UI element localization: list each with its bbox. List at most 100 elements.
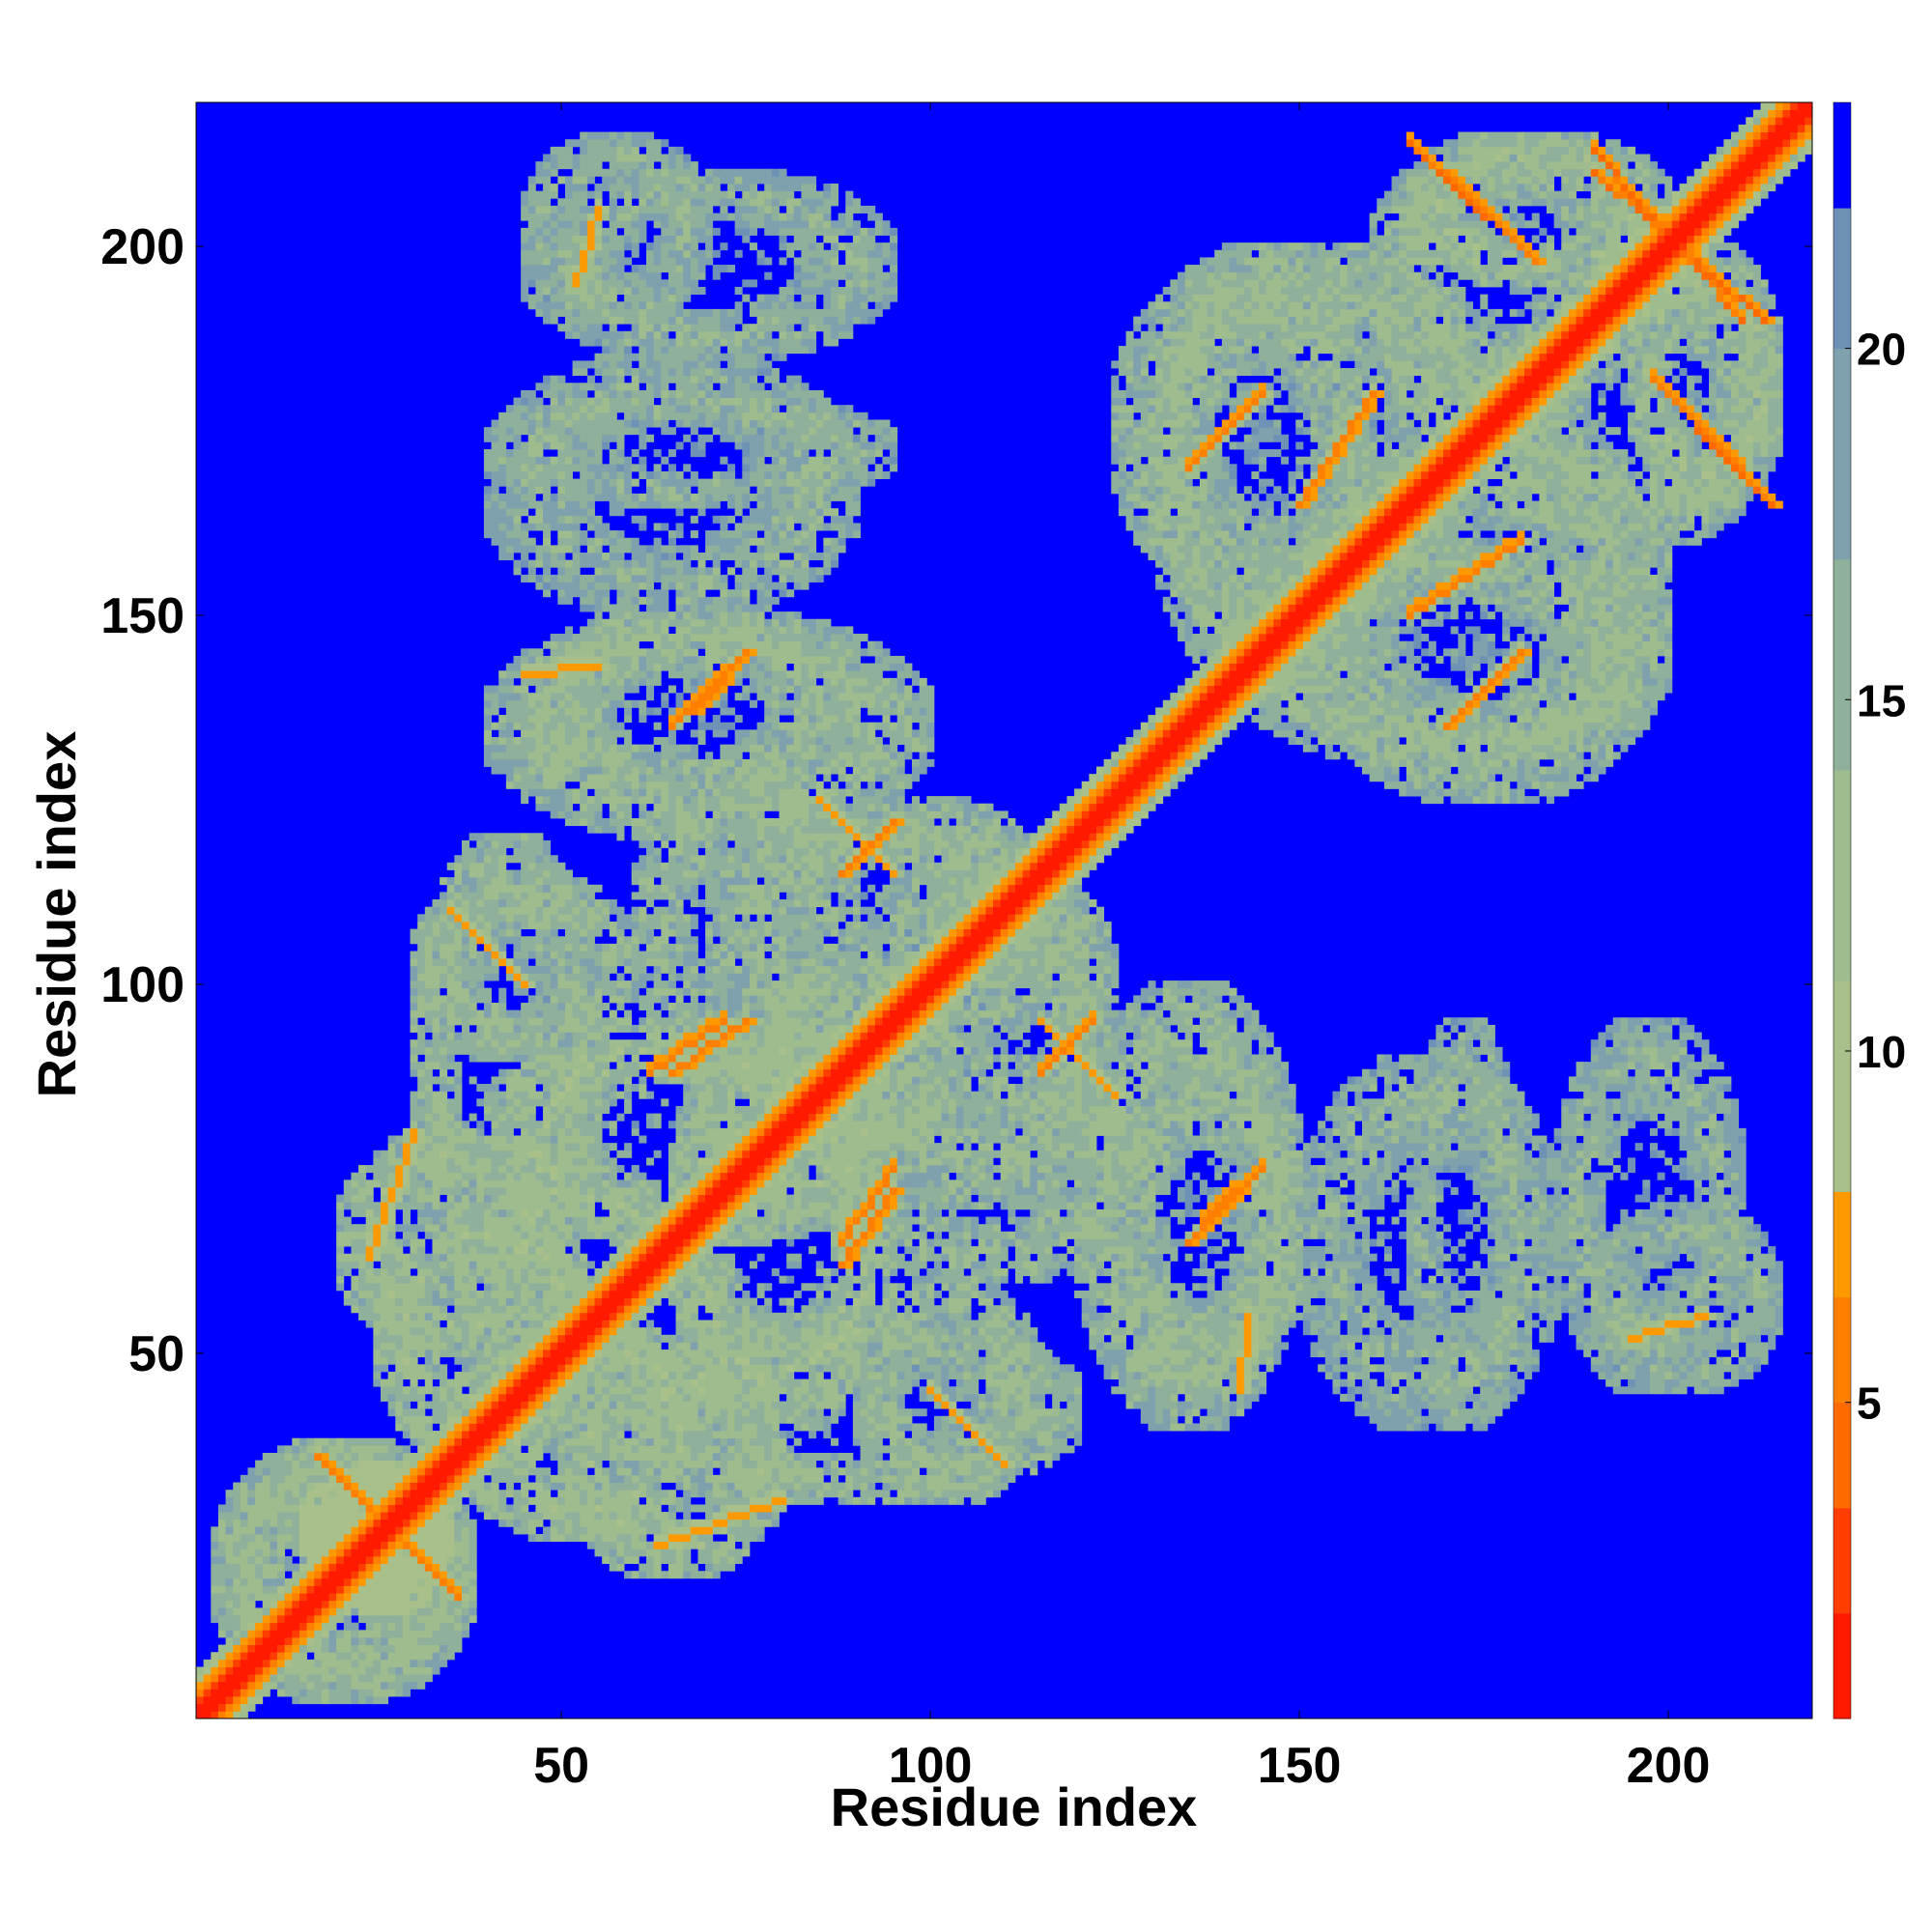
- heatmap-cell: [299, 1645, 307, 1653]
- heatmap-cell: [535, 1010, 543, 1018]
- heatmap-cell: [388, 1143, 396, 1151]
- heatmap-cell: [565, 1475, 573, 1483]
- heatmap-cell: [388, 1217, 396, 1225]
- heatmap-cell: [551, 441, 558, 449]
- heatmap-cell: [551, 1238, 558, 1246]
- heatmap-cell: [211, 1667, 218, 1675]
- heatmap-cell: [535, 1335, 543, 1343]
- heatmap-cell: [506, 833, 514, 840]
- heatmap-cell: [403, 1578, 411, 1586]
- heatmap-cell: [616, 1542, 624, 1549]
- heatmap-cell: [381, 1246, 388, 1254]
- heatmap-cell: [373, 1173, 381, 1180]
- heatmap-cell: [498, 516, 506, 524]
- heatmap-cell: [476, 1416, 484, 1424]
- heatmap-cell: [462, 1526, 469, 1534]
- heatmap-cell: [395, 1630, 403, 1637]
- heatmap-cell: [388, 1660, 396, 1667]
- heatmap-cell: [432, 1313, 440, 1321]
- heatmap-cell: [543, 1062, 551, 1069]
- heatmap-cell: [469, 863, 477, 870]
- heatmap-cell: [616, 626, 624, 634]
- heatmap-cell: [432, 1114, 440, 1122]
- heatmap-cell: [454, 863, 462, 870]
- heatmap-cell: [322, 1534, 329, 1542]
- heatmap-cell: [551, 419, 558, 427]
- heatmap-cell: [513, 1173, 521, 1180]
- heatmap-cell: [285, 1601, 293, 1608]
- heatmap-cell: [381, 1542, 388, 1549]
- heatmap-cell: [535, 1261, 543, 1268]
- heatmap-cell: [587, 700, 595, 708]
- heatmap-cell: [498, 1512, 506, 1520]
- heatmap-cell: [557, 958, 565, 966]
- heatmap-cell: [610, 250, 617, 258]
- heatmap-cell: [573, 1195, 581, 1203]
- heatmap-cell: [381, 1151, 388, 1158]
- heatmap-cell: [411, 1276, 418, 1284]
- heatmap-cell: [469, 1526, 477, 1534]
- heatmap-cell: [344, 1187, 352, 1195]
- heatmap-cell: [595, 1283, 603, 1291]
- heatmap-cell: [417, 1062, 425, 1069]
- heatmap-cell: [595, 1157, 603, 1165]
- heatmap-cell: [513, 1520, 521, 1527]
- heatmap-cell: [469, 1372, 477, 1379]
- heatmap-cell: [411, 1467, 418, 1475]
- heatmap-cell: [336, 1261, 344, 1268]
- heatmap-cell: [602, 301, 610, 309]
- heatmap-cell: [218, 1601, 226, 1608]
- heatmap-cell: [557, 1261, 565, 1268]
- heatmap-cell: [492, 914, 499, 922]
- heatmap-cell: [573, 929, 581, 937]
- heatmap-cell: [573, 693, 581, 700]
- heatmap-cell: [521, 508, 528, 516]
- heatmap-cell: [580, 973, 587, 980]
- heatmap-cell: [447, 1438, 455, 1446]
- heatmap-cell: [447, 877, 455, 885]
- heatmap-cell: [587, 1291, 595, 1298]
- heatmap-cell: [573, 198, 581, 206]
- heatmap-cell: [469, 1010, 477, 1018]
- heatmap-cell: [616, 781, 624, 789]
- heatmap-cell: [299, 1696, 307, 1704]
- heatmap-cell: [358, 1645, 366, 1653]
- heatmap-cell: [513, 1121, 521, 1128]
- heatmap-cell: [476, 922, 484, 929]
- heatmap-cell: [247, 1601, 255, 1608]
- heatmap-cell: [557, 1121, 565, 1128]
- heatmap-cell: [616, 1467, 624, 1475]
- heatmap-cell: [506, 1033, 514, 1040]
- heatmap-cell: [565, 664, 573, 671]
- heatmap-cell: [616, 670, 624, 678]
- heatmap-cell: [616, 1461, 624, 1468]
- heatmap-cell: [580, 191, 587, 199]
- heatmap-cell: [602, 427, 610, 435]
- heatmap-cell: [366, 1652, 374, 1660]
- heatmap-cell: [528, 471, 536, 479]
- heatmap-cell: [535, 781, 543, 789]
- heatmap-cell: [573, 1313, 581, 1321]
- heatmap-cell: [417, 1047, 425, 1055]
- heatmap-cell: [432, 1593, 440, 1601]
- heatmap-cell: [521, 1238, 528, 1246]
- heatmap-cell: [602, 1054, 610, 1062]
- heatmap-cell: [358, 1165, 366, 1173]
- heatmap-cell: [610, 670, 617, 678]
- heatmap-cell: [454, 1542, 462, 1549]
- heatmap-cell: [454, 1408, 462, 1416]
- heatmap-cell: [322, 1497, 329, 1505]
- heatmap-cell: [565, 523, 573, 530]
- heatmap-cell: [425, 1335, 433, 1343]
- heatmap-cell: [573, 553, 581, 560]
- heatmap-cell: [557, 1136, 565, 1144]
- heatmap-cell: [358, 1571, 366, 1578]
- heatmap-cell: [580, 324, 587, 331]
- heatmap-cell: [513, 1254, 521, 1262]
- heatmap-cell: [551, 759, 558, 767]
- heatmap-cell: [492, 1402, 499, 1409]
- heatmap-cell: [498, 869, 506, 877]
- heatmap-cell: [462, 1202, 469, 1209]
- heatmap-cell: [506, 1276, 514, 1284]
- heatmap-cell: [403, 1128, 411, 1136]
